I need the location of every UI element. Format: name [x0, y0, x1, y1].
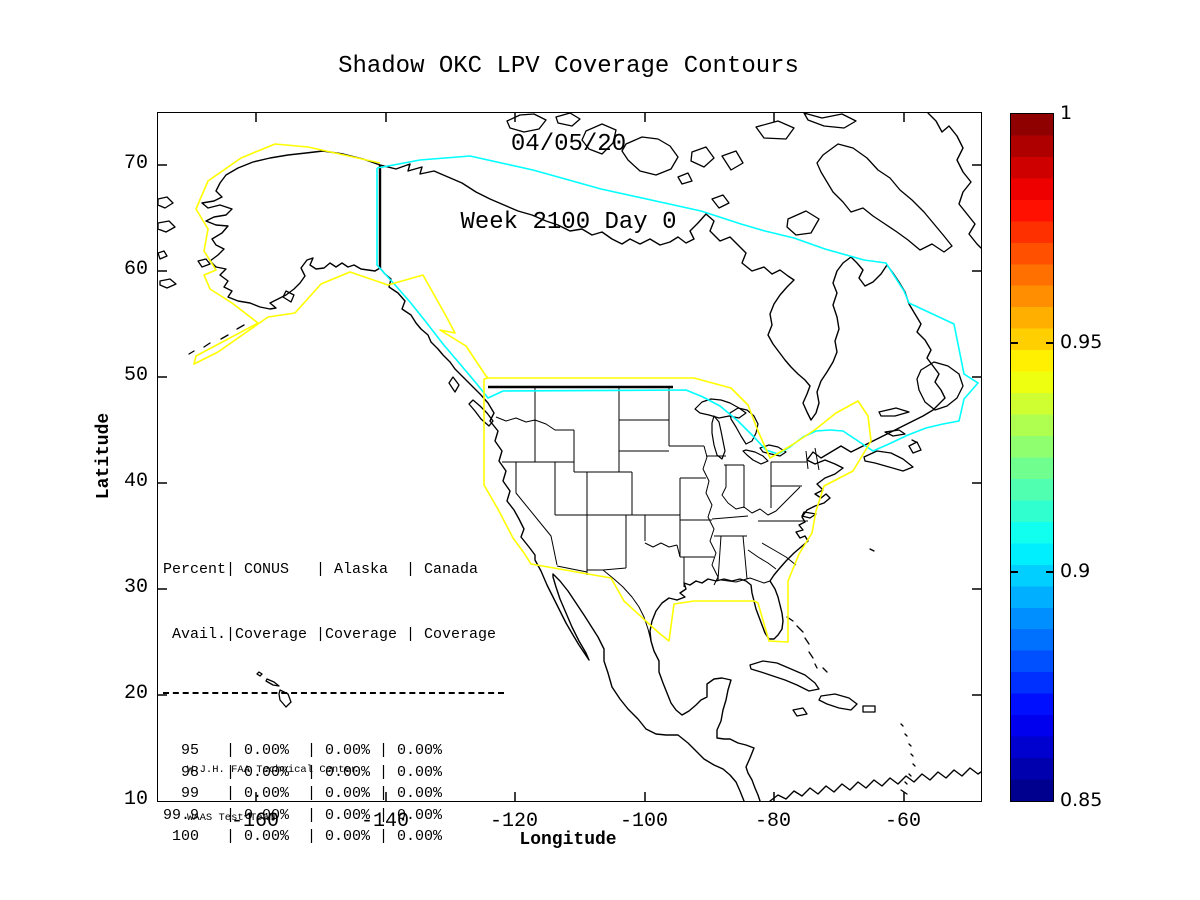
- colorbar-label: 1: [1060, 102, 1073, 124]
- plot-title: Shadow OKC LPV Coverage Contours: [338, 53, 799, 80]
- north-america-map: [158, 113, 981, 801]
- coverage-table-header2: Avail.|Coverage |Coverage | Coverage: [163, 625, 497, 643]
- ytick-label: 70: [123, 152, 148, 175]
- xtick-label: -160: [230, 810, 280, 833]
- coastline-south-america: [769, 767, 981, 801]
- credit-line1: W.J.H. FAA Technical Center: [187, 764, 358, 776]
- colorbar-tick: [1046, 571, 1053, 573]
- great-lakes: [694, 398, 787, 465]
- xtick-label: -60: [884, 810, 922, 833]
- xtick-label: -80: [754, 810, 792, 833]
- x-axis-label: Longitude: [519, 830, 617, 850]
- plot-area: [157, 112, 982, 802]
- atlantic-islands: [801, 361, 964, 552]
- title-block: Shadow OKC LPV Coverage Contours 04/05/2…: [157, 2, 980, 288]
- ytick-label: 50: [123, 364, 148, 387]
- ytick-label: 30: [123, 576, 148, 599]
- xtick-label: -100: [619, 810, 669, 833]
- y-axis-label: Latitude: [94, 412, 114, 500]
- arctic-islands: [506, 113, 953, 253]
- credit-line2: WAAS Test Team: [187, 812, 276, 824]
- contour-yellow: [193, 143, 872, 643]
- coverage-table-separator: [163, 692, 504, 694]
- colorbar-label: 0.85: [1060, 789, 1103, 811]
- ytick-label: 10: [123, 788, 148, 811]
- colorbar-label: 0.95: [1060, 331, 1103, 353]
- caribbean-islands: [749, 616, 916, 795]
- colorbar-tick: [1046, 342, 1053, 344]
- ytick-label: 40: [123, 470, 148, 493]
- coverage-table: Percent| CONUS | Alaska | Canada Avail.|…: [163, 516, 504, 891]
- colorbar-tick: [1011, 571, 1018, 573]
- xtick-label: -120: [489, 810, 539, 833]
- islands-layer: [158, 113, 964, 795]
- state-borders: [495, 387, 820, 642]
- coastline-greenland: [927, 113, 981, 249]
- colorbar-tick: [1011, 342, 1018, 344]
- xtick-label: -140: [360, 810, 410, 833]
- coastline-west: [201, 150, 745, 801]
- plot-subtitle-date: 04/05/20: [510, 131, 627, 158]
- coverage-table-header1: Percent| CONUS | Alaska | Canada: [163, 561, 479, 578]
- plot-subtitle-week: Week 2100 Day 0: [460, 209, 677, 236]
- contour-cyan: [376, 155, 979, 455]
- pacific-islands: [158, 196, 494, 708]
- colorbar-label: 0.9: [1060, 560, 1091, 582]
- coverage-table-rows: 95 | 0.00% | 0.00% | 0.00% 98 | 0.00% | …: [163, 742, 443, 845]
- credit-block: W.J.H. FAA Technical Center WAAS Test Te…: [187, 730, 357, 858]
- colorbar-gradient: [1010, 113, 1054, 802]
- ytick-label: 20: [123, 682, 148, 705]
- ytick-label: 60: [123, 258, 148, 281]
